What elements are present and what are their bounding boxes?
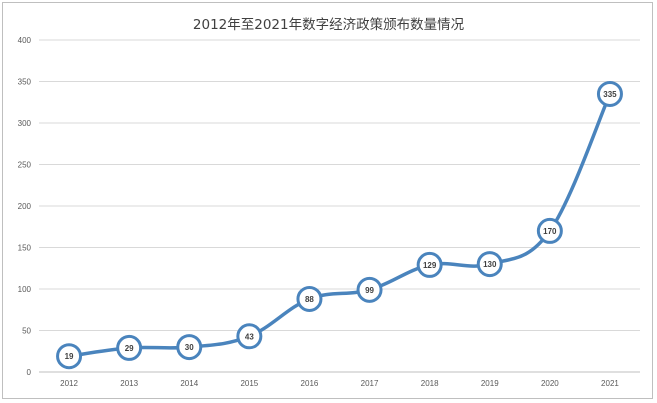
data-point-marker [536, 217, 563, 244]
x-tick-label: 2020 [541, 379, 559, 388]
y-tick-label: 250 [18, 161, 32, 170]
data-point-marker [416, 251, 443, 278]
data-point-marker [356, 276, 383, 303]
chart-frame: 2012年至2021年数字经济政策颁布数量情况 0 50 100 150 200 250 3… [2, 2, 653, 399]
data-label: 129 [423, 261, 437, 270]
x-tick-label: 2013 [120, 379, 138, 388]
x-tick-label: 2012 [60, 379, 78, 388]
data-label: 170 [543, 227, 557, 236]
data-point-marker [236, 323, 263, 350]
y-tick-label: 400 [18, 36, 32, 45]
x-tick-label: 2017 [361, 379, 379, 388]
x-tick-label: 2016 [301, 379, 319, 388]
data-label: 29 [125, 344, 134, 353]
x-tick-label: 2021 [601, 379, 619, 388]
y-tick-label: 0 [27, 368, 32, 377]
data-label: 43 [245, 332, 254, 341]
data-label: 130 [483, 260, 497, 269]
x-tick-label: 2014 [180, 379, 198, 388]
data-label: 99 [365, 286, 374, 295]
data-label: 30 [185, 343, 194, 352]
data-point-marker [56, 343, 83, 370]
y-tick-label: 100 [18, 285, 32, 294]
x-tick-label: 2015 [240, 379, 258, 388]
data-point-marker [596, 80, 623, 107]
x-tick-label: 2018 [421, 379, 439, 388]
data-point-marker [296, 285, 323, 312]
y-tick-label: 300 [18, 119, 32, 128]
line-chart: 0 50 100 150 200 250 300 350 400 2012 2013 2014 2015… [18, 36, 640, 388]
data-label: 335 [603, 90, 617, 99]
series-line [67, 92, 612, 358]
y-tick-label: 200 [18, 202, 32, 211]
y-tick-label: 150 [18, 244, 32, 253]
y-tick-label: 350 [18, 78, 32, 87]
data-label: 19 [65, 352, 74, 361]
data-point-marker [476, 251, 503, 278]
data-label: 88 [305, 295, 314, 304]
y-tick-label: 50 [22, 327, 31, 336]
x-tick-label: 2019 [481, 379, 499, 388]
data-point-marker [176, 334, 203, 361]
chart-title: 2012年至2021年数字经济政策颁布数量情况 [192, 17, 465, 33]
data-point-marker [116, 334, 143, 361]
